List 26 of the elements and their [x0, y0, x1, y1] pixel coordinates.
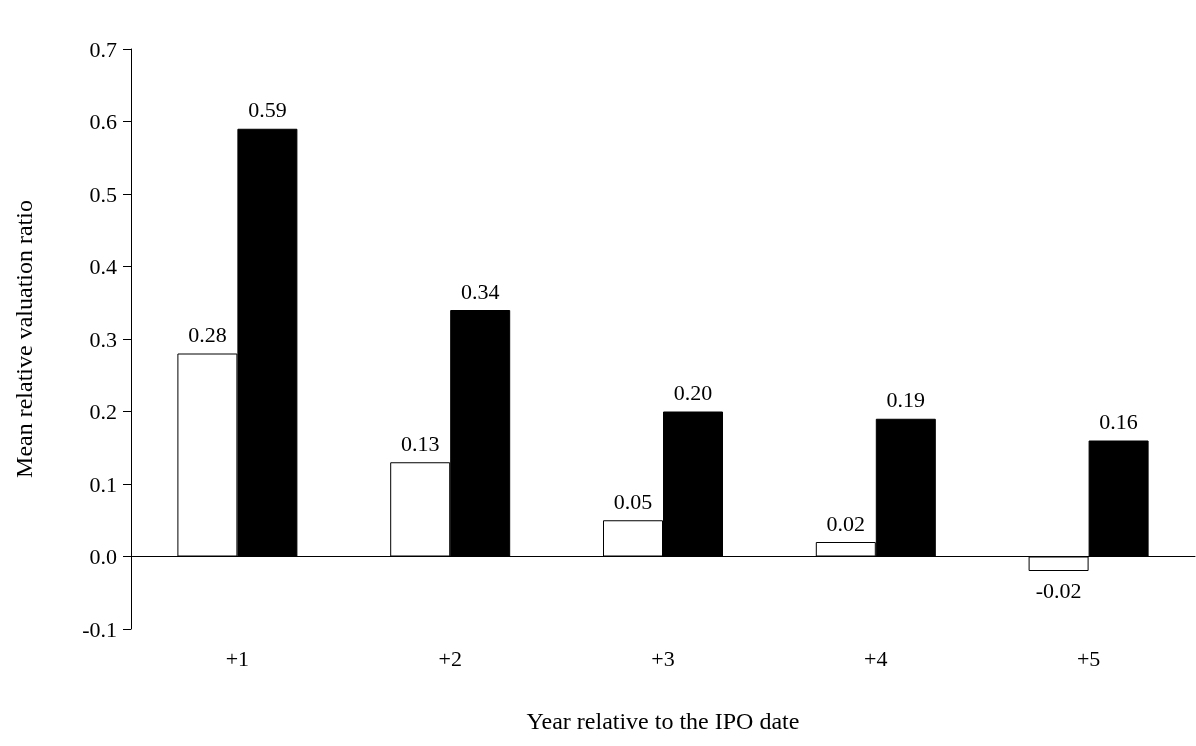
data-label: 0.02 — [826, 510, 866, 536]
x-tick-label: +3 — [651, 645, 675, 671]
y-tick-label: 0.1 — [89, 471, 117, 497]
x-tick-label: +1 — [225, 645, 250, 671]
y-axis-title: Mean relative valuation ratio — [11, 200, 37, 478]
x-tick-label: +2 — [438, 645, 462, 671]
y-tick-label: 0.3 — [89, 326, 117, 352]
y-tick-label: 0.7 — [89, 36, 117, 62]
y-tick-label: 0.4 — [89, 254, 117, 279]
data-label: 0.59 — [248, 97, 287, 123]
y-tick-label: 0.6 — [89, 109, 117, 134]
data-label: 0.16 — [1099, 409, 1138, 434]
y-tick-label: 0.5 — [89, 181, 117, 207]
data-label: 0.20 — [673, 380, 713, 405]
data-label: 0.28 — [188, 322, 227, 347]
data-label: 0.34 — [460, 278, 500, 304]
y-tick-label: -0.1 — [82, 616, 117, 642]
x-tick-label: +5 — [1076, 645, 1101, 671]
x-tick-label: +4 — [864, 645, 888, 671]
y-tick-label: 0.0 — [89, 544, 117, 569]
x-axis-title: Year relative to the IPO date — [526, 708, 800, 734]
y-tick-label: 0.2 — [89, 399, 117, 424]
data-label: -0.02 — [1035, 577, 1082, 603]
data-label: 0.13 — [400, 430, 440, 456]
data-label: 0.19 — [886, 387, 926, 413]
data-label: 0.05 — [613, 488, 653, 514]
